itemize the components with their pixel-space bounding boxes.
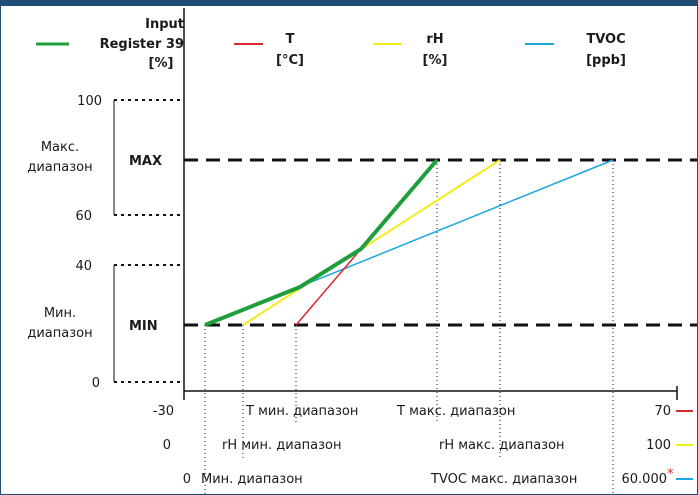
range-mapping-diagram: Input Register 39 [%] T [°C] rH [%] TVOC… <box>27 8 697 494</box>
legend-t-label: T <box>286 32 295 47</box>
rh-min-value: 0 <box>163 438 171 453</box>
drop-lines <box>204 160 614 494</box>
input-register-curve <box>204 158 439 327</box>
legend-rh-unit: [%] <box>423 53 448 68</box>
min-range-label-line1: Мин. <box>44 306 76 321</box>
rh-min-label: rH мин. диапазон <box>222 438 342 453</box>
t-min-value: -30 <box>153 404 174 419</box>
legend-input-line2: Register 39 <box>100 37 184 52</box>
tvoc-min-value: 0 <box>183 472 191 487</box>
t-max-value: 70 <box>654 404 671 419</box>
y-tick-40: 40 <box>75 259 92 274</box>
min-range-label-line2: диапазон <box>27 326 92 341</box>
rh-max-label: rH макс. диапазон <box>439 438 565 453</box>
y-tick-0: 0 <box>92 376 100 391</box>
max-label: MAX <box>129 154 162 169</box>
tvoc-max-label: TVOC макс. диапазон <box>430 472 577 487</box>
t-max-label: T макс. диапазон <box>396 404 515 419</box>
legend-tvoc-unit: [ppb] <box>586 53 626 68</box>
tick-guides <box>114 99 183 383</box>
max-range-label-line1: Макс. <box>41 140 79 155</box>
legend-input-unit: [%] <box>149 56 174 71</box>
min-label: MIN <box>129 319 158 334</box>
y-tick-60: 60 <box>75 209 92 224</box>
legend-input-line1: Input <box>145 17 184 32</box>
legend-rh-label: rH <box>426 32 443 47</box>
tvoc-min-label: Мин. диапазон <box>201 472 303 487</box>
rh-max-value: 100 <box>646 438 671 453</box>
rh-curve <box>242 159 501 326</box>
max-range-label-line2: диапазон <box>27 160 92 175</box>
legend-tvoc-label: TVOC <box>586 32 625 47</box>
t-min-label: T мин. диапазон <box>245 404 358 419</box>
y-tick-100: 100 <box>77 94 102 109</box>
tvoc-max-value: 60.000 <box>622 472 668 487</box>
tvoc-footnote-mark: * <box>667 467 674 482</box>
legend-t-unit: [°C] <box>276 53 304 68</box>
